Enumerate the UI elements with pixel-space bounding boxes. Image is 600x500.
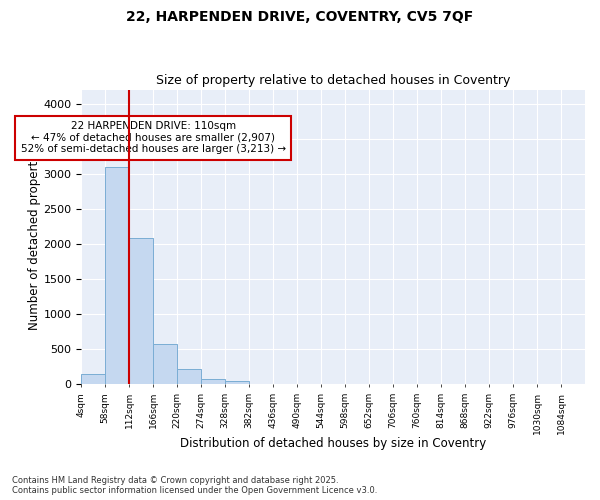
Bar [225,380,249,384]
X-axis label: Distribution of detached houses by size in Coventry: Distribution of detached houses by size … [180,437,486,450]
Text: 22 HARPENDEN DRIVE: 110sqm
← 47% of detached houses are smaller (2,907)
52% of s: 22 HARPENDEN DRIVE: 110sqm ← 47% of deta… [20,121,286,154]
Bar [105,167,129,384]
Bar [129,238,153,384]
Bar [153,344,177,384]
Bar [201,379,225,384]
Y-axis label: Number of detached properties: Number of detached properties [28,144,41,330]
Text: Contains HM Land Registry data © Crown copyright and database right 2025.
Contai: Contains HM Land Registry data © Crown c… [12,476,377,495]
Bar [177,369,201,384]
Text: 22, HARPENDEN DRIVE, COVENTRY, CV5 7QF: 22, HARPENDEN DRIVE, COVENTRY, CV5 7QF [127,10,473,24]
Title: Size of property relative to detached houses in Coventry: Size of property relative to detached ho… [156,74,510,87]
Bar [81,374,105,384]
